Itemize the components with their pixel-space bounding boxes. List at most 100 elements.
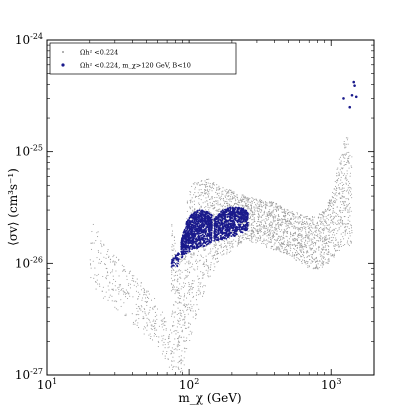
data-point — [257, 228, 259, 230]
data-point — [170, 315, 173, 317]
data-point — [227, 219, 230, 222]
data-point — [275, 205, 277, 207]
data-point — [164, 355, 166, 357]
data-point — [187, 327, 189, 329]
data-point — [204, 233, 207, 236]
data-point — [286, 249, 288, 251]
data-point — [244, 205, 246, 207]
data-point — [317, 240, 319, 242]
data-point — [248, 207, 250, 209]
data-point — [271, 214, 273, 216]
data-point — [184, 324, 186, 326]
data-point — [266, 235, 268, 237]
data-point — [238, 242, 240, 244]
data-point — [204, 180, 206, 182]
data-point — [275, 215, 277, 217]
data-point — [176, 274, 179, 276]
data-point — [350, 242, 352, 244]
data-point — [250, 208, 252, 210]
data-point — [171, 246, 173, 248]
data-point — [345, 207, 347, 209]
data-point — [300, 239, 302, 241]
data-point — [301, 247, 303, 249]
data-point — [135, 319, 137, 321]
data-point — [271, 211, 273, 213]
data-point — [174, 266, 177, 268]
data-point — [270, 213, 272, 215]
data-point — [261, 219, 263, 221]
data-point — [279, 219, 281, 221]
data-point — [196, 248, 198, 250]
data-point — [294, 248, 296, 250]
data-point — [297, 228, 299, 230]
data-point — [172, 288, 174, 290]
data-point — [287, 224, 289, 226]
data-point — [147, 313, 149, 315]
data-point — [346, 173, 348, 175]
data-point — [322, 224, 324, 226]
data-point — [320, 232, 322, 234]
data-point — [260, 211, 262, 213]
data-point — [175, 366, 177, 368]
data-point — [234, 232, 237, 235]
data-point — [321, 214, 323, 216]
data-point — [251, 239, 253, 241]
data-point — [351, 232, 353, 234]
data-point — [329, 231, 331, 233]
data-point — [153, 306, 155, 308]
data-point — [343, 165, 345, 167]
data-point — [210, 226, 213, 229]
data-point — [136, 282, 138, 284]
data-point — [184, 283, 186, 285]
data-point — [286, 223, 288, 225]
data-point — [248, 201, 250, 203]
data-point — [200, 223, 203, 226]
data-point — [322, 229, 324, 231]
data-point — [247, 197, 249, 199]
data-point — [277, 206, 279, 208]
data-point — [108, 289, 110, 291]
data-point — [275, 240, 277, 242]
data-point — [197, 290, 199, 292]
data-point — [170, 262, 173, 265]
data-point — [122, 270, 124, 272]
data-point — [312, 217, 314, 219]
data-point — [168, 346, 170, 348]
data-point — [281, 247, 283, 249]
data-point — [136, 324, 138, 326]
data-point — [163, 329, 165, 331]
data-point — [190, 333, 193, 335]
data-point — [174, 330, 176, 332]
data-point — [200, 254, 202, 256]
data-point — [343, 196, 345, 198]
data-point — [216, 184, 218, 186]
data-point — [180, 302, 182, 304]
data-point — [128, 283, 130, 285]
data-point — [172, 280, 174, 282]
data-point — [274, 220, 276, 222]
data-point — [344, 154, 346, 156]
data-point — [184, 263, 186, 265]
data-point — [327, 231, 329, 233]
data-point — [203, 261, 205, 263]
data-point — [299, 233, 301, 235]
legend: Ωh² <0.224 Ωh² <0.224, m_χ>120 GeV, B<10 — [49, 42, 237, 75]
data-point — [160, 319, 162, 321]
data-point — [178, 312, 180, 315]
data-point — [248, 218, 251, 220]
data-point — [353, 84, 356, 87]
data-point — [152, 320, 154, 322]
data-point — [209, 189, 211, 191]
data-point — [171, 230, 174, 232]
data-point — [248, 234, 250, 237]
data-point — [194, 209, 196, 211]
data-point — [214, 258, 216, 260]
data-point — [255, 239, 257, 241]
data-point — [329, 208, 331, 210]
data-point — [185, 269, 187, 271]
data-point — [215, 191, 217, 194]
data-point — [341, 195, 344, 197]
data-point — [351, 166, 353, 168]
data-point — [208, 191, 210, 193]
data-point — [191, 266, 193, 268]
